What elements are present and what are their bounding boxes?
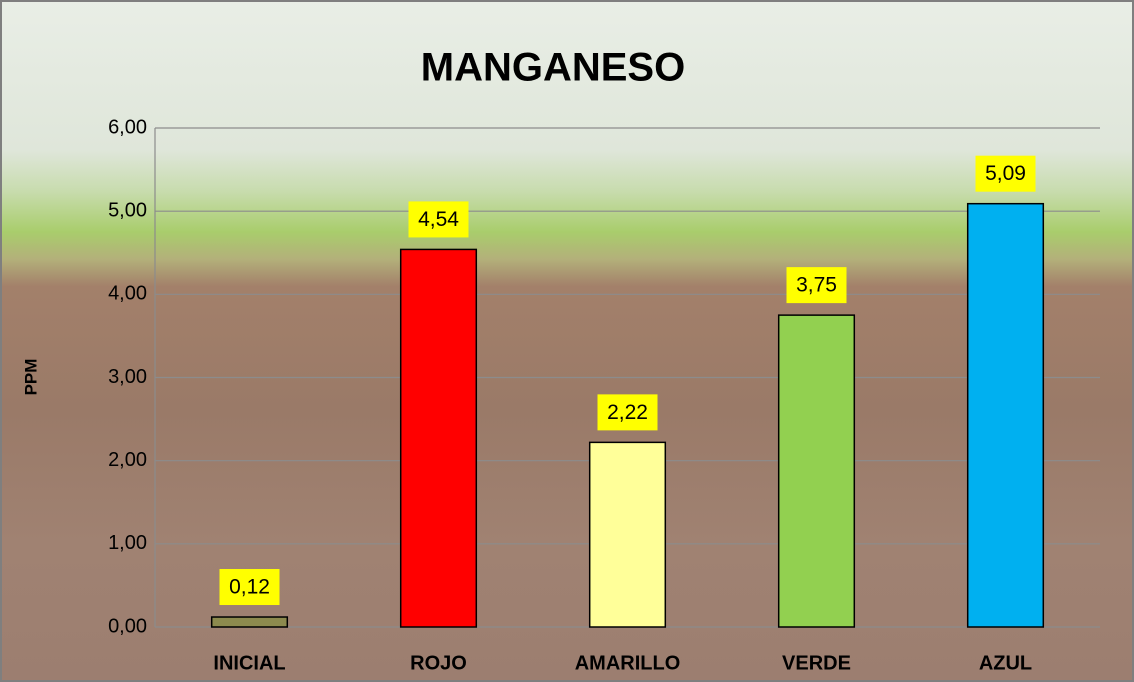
- y-tick-label: 3,00: [108, 366, 147, 388]
- bar: [210, 616, 289, 628]
- value-label-box: [597, 394, 658, 431]
- value-label-box: [219, 569, 280, 606]
- y-tick-label: 2,00: [108, 449, 147, 471]
- x-tick-label: AZUL: [979, 652, 1032, 674]
- x-tick-label: ROJO: [410, 652, 467, 674]
- bar: [588, 441, 667, 628]
- y-axis-title: PPM: [21, 359, 40, 396]
- value-label: 5,09: [985, 162, 1026, 185]
- y-tick-label: 6,00: [108, 116, 147, 138]
- bar: [399, 248, 478, 628]
- bar: [966, 202, 1045, 628]
- value-label: 0,12: [229, 576, 270, 599]
- y-tick-label: 4,00: [108, 283, 147, 305]
- y-tick-label: 5,00: [108, 199, 147, 221]
- x-tick-label: AMARILLO: [575, 652, 681, 674]
- value-label-box: [975, 155, 1036, 192]
- value-label: 2,22: [607, 401, 648, 424]
- value-label-box: [408, 201, 469, 238]
- chart-title: MANGANESO: [421, 46, 685, 90]
- x-tick-label: VERDE: [782, 652, 851, 674]
- value-label-box: [786, 267, 847, 304]
- y-tick-label: 0,00: [108, 615, 147, 637]
- bar: [777, 314, 856, 628]
- value-label: 4,54: [418, 208, 459, 231]
- value-label: 3,75: [796, 274, 837, 297]
- y-tick-label: 1,00: [108, 532, 147, 554]
- x-tick-label: INICIAL: [213, 652, 285, 674]
